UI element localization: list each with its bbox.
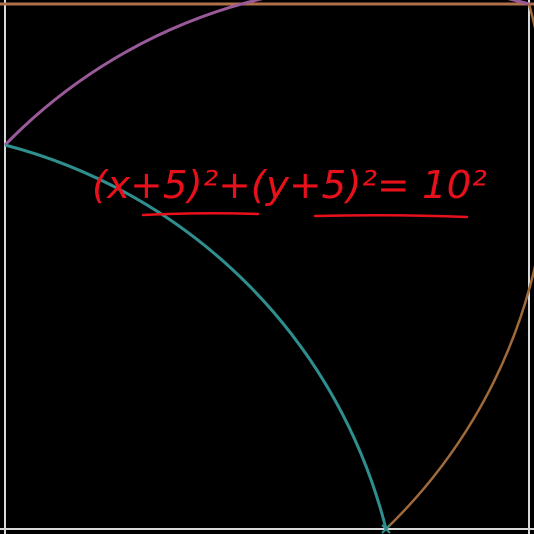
intersection-marker bbox=[381, 524, 391, 534]
underline-2 bbox=[313, 213, 469, 219]
teal-arc bbox=[4, 143, 388, 530]
purple-arc bbox=[3, 0, 530, 147]
brown-arc bbox=[385, 3, 534, 530]
equation-annotation: (x+5)²+(y+5)²= 10² bbox=[92, 163, 487, 207]
underline-1 bbox=[141, 211, 260, 217]
